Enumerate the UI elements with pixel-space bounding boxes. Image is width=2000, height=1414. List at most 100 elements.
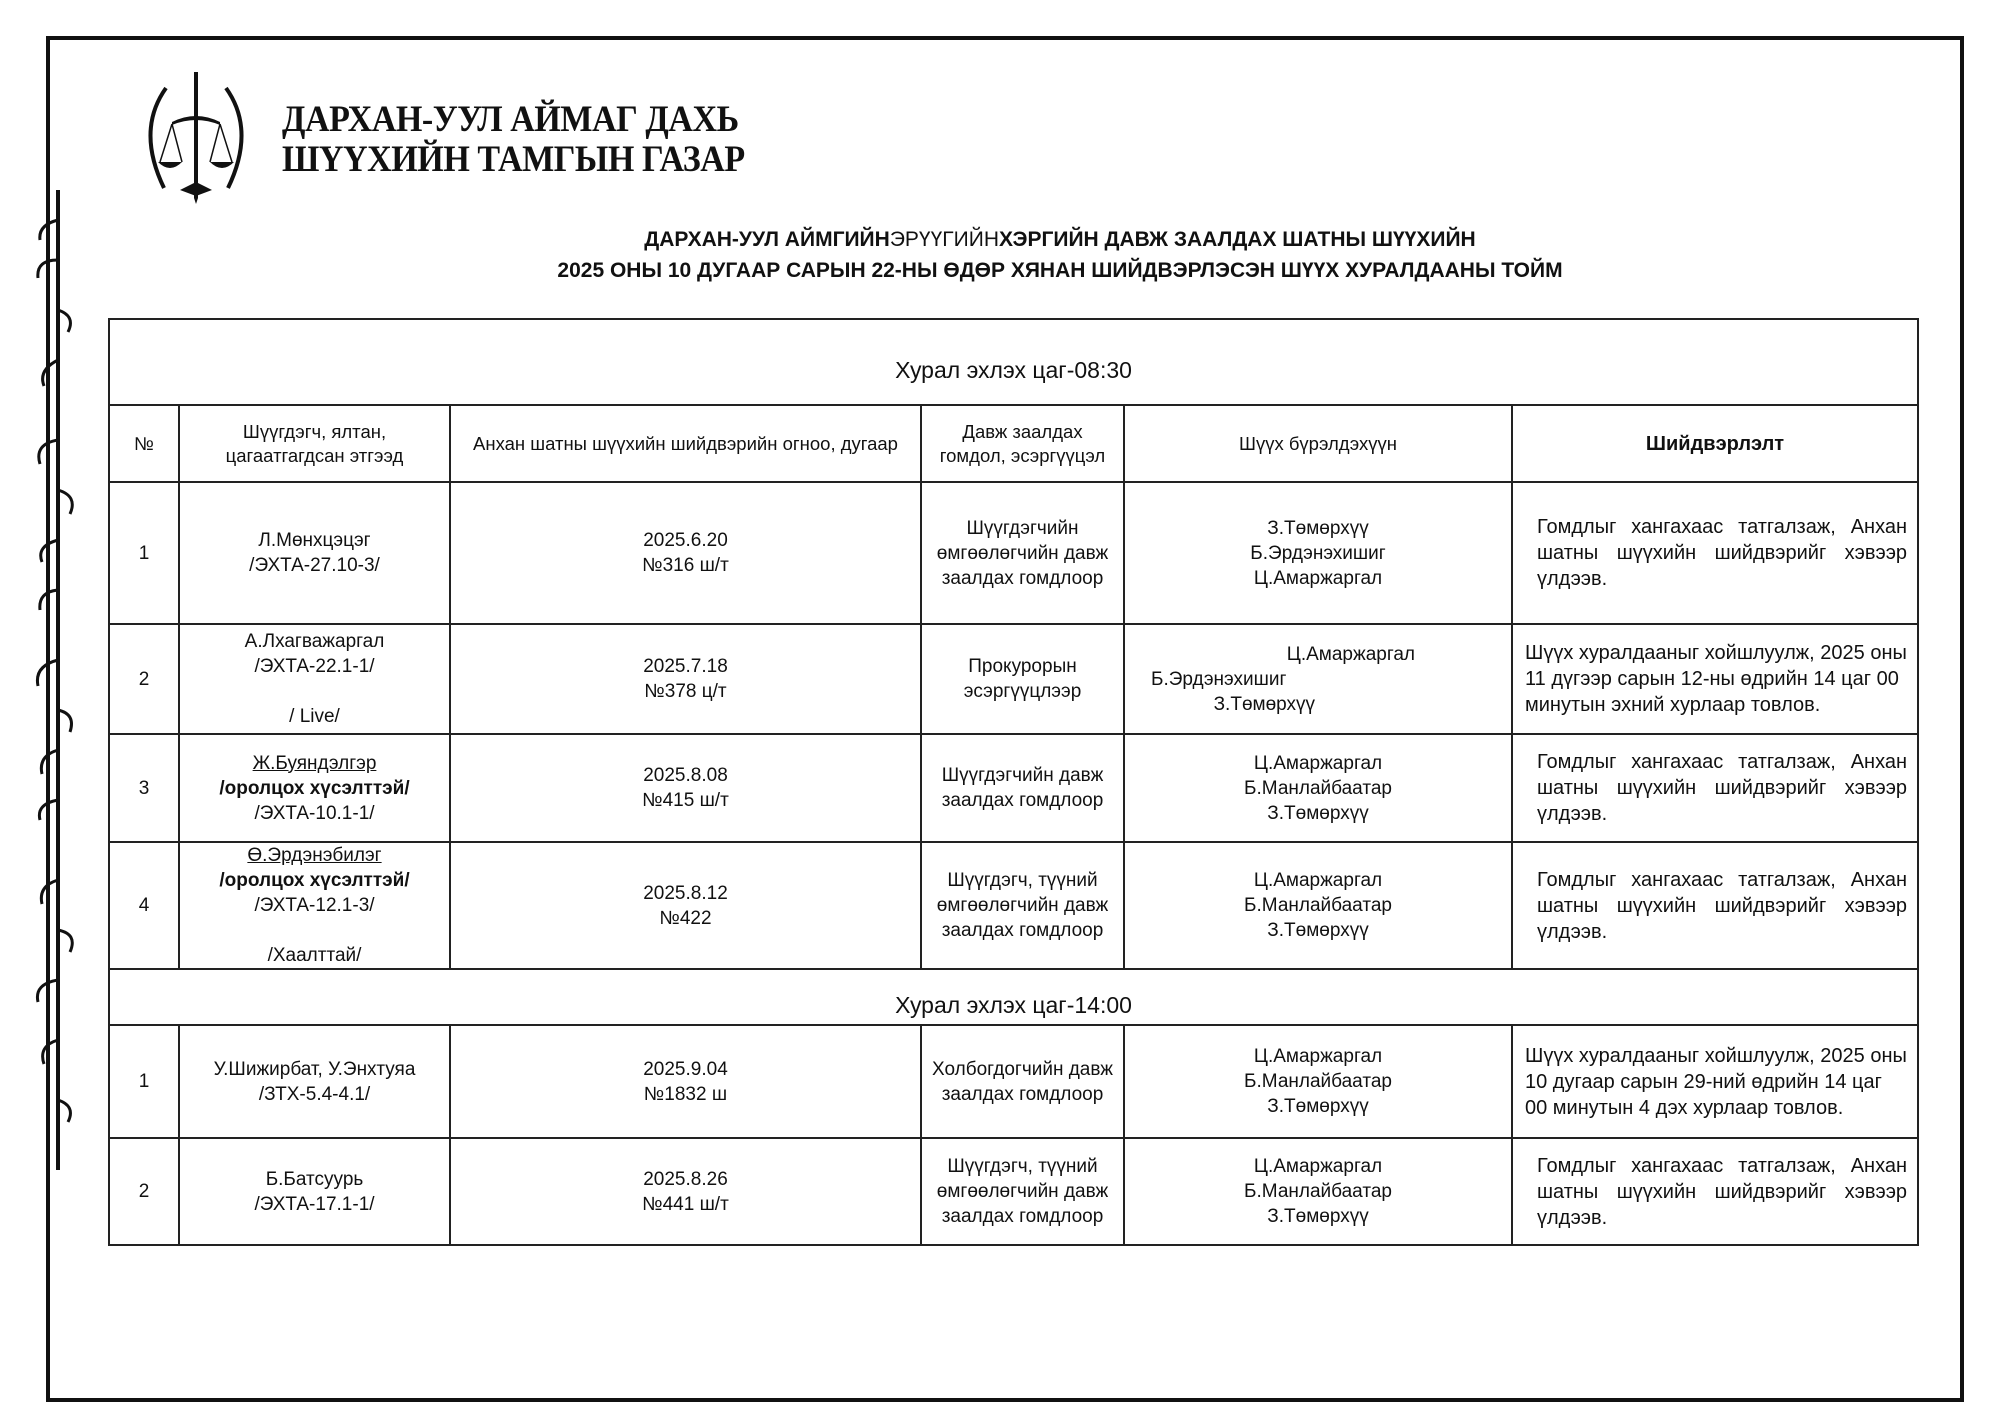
table-row: 3 Ж.Буяндэлгэр/оролцох хүсэлттэй/ /ЭХТА-10… (108, 733, 1920, 843)
column-header-row: № Шүүгдэгч, ялтан, цагаатгагдсан этгээд Ан… (108, 404, 1920, 483)
judge-name: Б.Манлайбаатар (1244, 1181, 1392, 1202)
court-emblem-logo (148, 72, 244, 204)
appeal-cell: Шүүгдэгчийн давж заалдах гомдлоор (920, 733, 1125, 843)
document-title: ДАРХАН-УУЛ АЙМГИЙНЭРҮҮГИЙНХЭРГИЙН ДАВЖ З… (300, 224, 1820, 286)
judges-cell: Ц.Амаржаргал Б.Эрдэнэхишиг З.Төмөрхүү (1123, 623, 1513, 735)
defendant-cell: Ө.Эрдэнэбилэг/оролцох хүсэлттэй/ /ЭХТА-12… (178, 841, 451, 970)
defendant-line: /ЭХТА-17.1-1/ (254, 1193, 375, 1215)
mongolian-script-vertical-text (35, 190, 74, 1170)
page-border (46, 36, 1964, 1402)
judge-name: Ц.Амаржаргал (1253, 870, 1383, 891)
first-instance-decision-cell: 2025.8.08 №415 ш/т (449, 733, 922, 843)
row-number: 3 (108, 733, 180, 843)
row-number: 1 (108, 481, 180, 625)
organization-name: ДАРХАН-УУЛ АЙМАГ ДАХЬ ШҮҮХИЙН ТАМГЫН ГАЗ… (282, 100, 745, 180)
org-line-2: ШҮҮХИЙН ТАМГЫН ГАЗАР (282, 139, 745, 180)
title-line-1: ДАРХАН-УУЛ АЙМГИЙНЭРҮҮГИЙНХЭРГИЙН ДАВЖ З… (300, 224, 1820, 255)
first-instance-decision-cell: 2025.8.26 №441 ш/т (449, 1137, 922, 1246)
judge-name: Б.Эрдэнэхишиг (1151, 668, 1287, 690)
defendant-line: / Live/ (289, 706, 340, 727)
judges-cell: З.Төмөрхүү Б.Эрдэнэхишиг Ц.Амаржаргал (1123, 481, 1513, 625)
defendant-line: /оролцох хүсэлттэй/ (219, 870, 410, 891)
first-instance-decision-cell: 2025.9.04 №1832 ш (449, 1024, 922, 1139)
judges-cell: Ц.Амаржаргал Б.Манлайбаатар З.Төмөрхүү (1123, 1137, 1513, 1246)
defendant-cell: Ж.Буяндэлгэр/оролцох хүсэлттэй/ /ЭХТА-10.… (178, 733, 451, 843)
appeal-cell: Холбогдогчийн давж заалдах гомдлоор (920, 1024, 1125, 1139)
judge-name: Б.Манлайбаатар (1244, 1071, 1392, 1092)
table-row: 1 Л.Мөнхцэцэг/ЭХТА-27.10-3/2025.6.20 №316 … (108, 481, 1920, 625)
session-header-row: Хурал эхлэх цаг-14:00 (107, 968, 1920, 1026)
column-header: Шүүгдэгч, ялтан, цагаатгагдсан этгээд (178, 404, 451, 483)
column-header: Шийдвэрлэлт (1510, 404, 1920, 483)
decision-number: №441 ш/т (642, 1193, 729, 1215)
row-number: 2 (108, 1137, 180, 1246)
defendant-line: /оролцох хүсэлттэй/ (219, 777, 410, 799)
defendant-line: /ЗТХ-5.4-4.1/ (258, 1083, 371, 1105)
judge-name: Ц.Амаржаргал (1253, 1046, 1383, 1067)
decision-number: №1832 ш (643, 1083, 728, 1105)
hearings-table: Хурал эхлэх цаг-08:30 № Шүүгдэгч, ялтан, ц… (107, 318, 1920, 1246)
defendant-line (186, 679, 443, 704)
decision-date: 2025.9.04 (643, 1058, 728, 1080)
judge-name: З.Төмөрхүү (1267, 1206, 1369, 1227)
decision-date: 2025.8.26 (643, 1168, 728, 1190)
judge-name: З.Төмөрхүү (1267, 920, 1369, 941)
column-header: № (108, 404, 180, 483)
ruling-cell: Гомдлыг хангахаас татгалзаж, Анхан шатны… (1510, 1137, 1920, 1246)
judge-name: Ц.Амаржаргал (1286, 643, 1415, 665)
judges-cell: Ц.Амаржаргал Б.Манлайбаатар З.Төмөрхүү (1123, 733, 1513, 843)
decision-number: №378 ц/т (644, 681, 727, 702)
session-header-row: Хурал эхлэх цаг-08:30 (107, 318, 1920, 406)
defendant-line: Б.Батсуурь (265, 1168, 364, 1190)
title-line-2: 2025 ОНЫ 10 ДУГААР САРЫН 22-НЫ ӨДӨР ХЯНА… (557, 259, 1563, 282)
defendant-cell: Л.Мөнхцэцэг/ЭХТА-27.10-3/ (178, 481, 451, 625)
defendant-cell: Б.Батсуурь/ЭХТА-17.1-1/ (178, 1137, 451, 1246)
session-start-time: Хурал эхлэх цаг-08:30 (107, 318, 1920, 406)
decision-date: 2025.8.08 (643, 765, 728, 786)
row-number: 2 (108, 623, 180, 735)
decision-number: №415 ш/т (642, 790, 729, 811)
defendant-line: Л.Мөнхцэцэг (258, 530, 371, 551)
title-line-1-part-b: ЭРҮҮГИЙН (889, 228, 1000, 251)
judge-name: Б.Манлайбаатар (1244, 895, 1392, 916)
appeal-cell: Шүүгдэгчийн өмгөөлөгчийн давж заалдах го… (920, 481, 1125, 625)
column-header: Анхан шатны шүүхийн шийдвэрийн огноо, ду… (449, 404, 922, 483)
ruling-cell: Шүүх хуралдааныг хойшлуулж, 2025 оны 10 … (1510, 1024, 1920, 1139)
judge-name: З.Төмөрхүү (1213, 693, 1315, 715)
judge-name: З.Төмөрхүү (1267, 1096, 1369, 1117)
org-line-1: ДАРХАН-УУЛ АЙМАГ ДАХЬ (282, 99, 739, 140)
decision-number: №316 ш/т (642, 555, 729, 576)
table-row: 1 У.Шижирбат, У.Энхтуяа/ЗТХ-5.4-4.1/2025.… (108, 1024, 1920, 1139)
title-line-1-part-c: ХЭРГИЙН ДАВЖ ЗААЛДАХ ШАТНЫ ШҮҮХИЙН (999, 228, 1476, 251)
defendant-line (186, 918, 443, 943)
decision-date: 2025.7.18 (643, 656, 728, 677)
appeal-cell: Шүүгдэгч, түүний өмгөөлөгчийн давж заалд… (920, 841, 1125, 970)
judge-name: Ц.Амаржаргал (1253, 567, 1383, 589)
ruling-cell: Гомдлыг хангахаас татгалзаж, Анхан шатны… (1510, 733, 1920, 843)
defendant-cell: У.Шижирбат, У.Энхтуяа/ЗТХ-5.4-4.1/ (178, 1024, 451, 1139)
judge-name: Б.Манлайбаатар (1244, 777, 1392, 799)
title-line-1-part-a: ДАРХАН-УУЛ АЙМГИЙН (644, 228, 890, 251)
ruling-cell: Гомдлыг хангахаас татгалзаж, Анхан шатны… (1510, 481, 1920, 625)
defendant-line: Ө.Эрдэнэбилэг (247, 845, 382, 866)
judge-name: З.Төмөрхүү (1267, 517, 1369, 539)
defendant-line: У.Шижирбат, У.Энхтуяа (213, 1058, 416, 1080)
judge-name: Ц.Амаржаргал (1253, 752, 1383, 774)
judges-cell: Ц.Амаржаргал Б.Манлайбаатар З.Төмөрхүү (1123, 1024, 1513, 1139)
session-start-time: Хурал эхлэх цаг-14:00 (107, 968, 1920, 1026)
first-instance-decision-cell: 2025.6.20 №316 ш/т (449, 481, 922, 625)
appeal-cell: Прокурорын эсэргүүцлээр (920, 623, 1125, 735)
defendant-line: /ЭХТА-10.1-1/ (254, 802, 375, 824)
first-instance-decision-cell: 2025.7.18 №378 ц/т (449, 623, 922, 735)
column-header: Давж заалдах гомдол, эсэргүүцэл (920, 404, 1125, 483)
ruling-cell: Шүүх хуралдааныг хойшлуулж, 2025 оны 11 … (1510, 623, 1920, 735)
table-row: 2 Б.Батсуурь/ЭХТА-17.1-1/2025.8.26 №441 ш/… (108, 1137, 1920, 1246)
table-row: 4 Ө.Эрдэнэбилэг/оролцох хүсэлттэй/ /ЭХТА-1… (108, 841, 1920, 970)
defendant-line: /ЭХТА-12.1-3/ (254, 895, 375, 916)
defendant-line: /Хаалттай/ (267, 945, 362, 966)
ruling-cell: Гомдлыг хангахаас татгалзаж, Анхан шатны… (1510, 841, 1920, 970)
decision-date: 2025.8.12 (643, 882, 728, 904)
defendant-line: Ж.Буяндэлгэр (252, 752, 377, 774)
judge-name: Б.Эрдэнэхишиг (1250, 542, 1386, 564)
defendant-cell: А.Лхагважаргал/ЭХТА-22.1-1/ / Live/ (178, 623, 451, 735)
